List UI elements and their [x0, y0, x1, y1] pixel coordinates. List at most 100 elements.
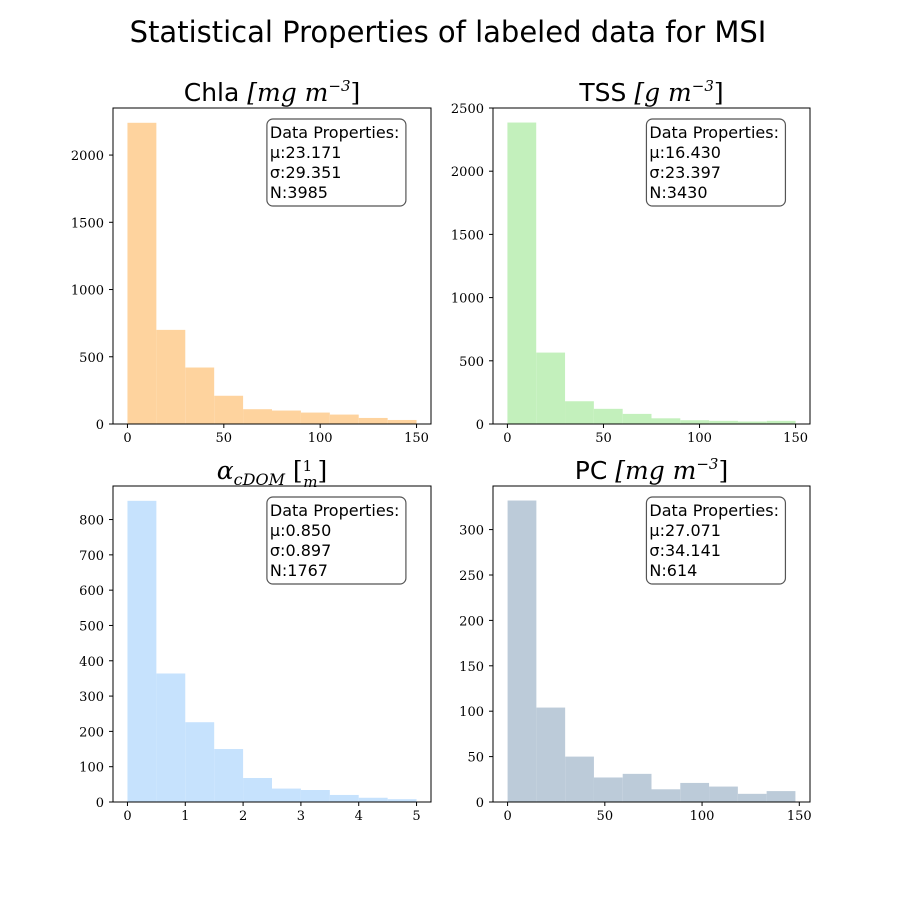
histogram-bar	[127, 500, 157, 802]
x-tick-label: 2	[239, 809, 247, 824]
x-tick-label: 50	[597, 809, 614, 824]
data-properties-heading: Data Properties:	[649, 501, 779, 520]
histogram-bar	[387, 419, 417, 424]
y-tick-label: 100	[459, 705, 484, 720]
y-tick-label: 300	[459, 524, 484, 539]
axes-frame	[492, 107, 811, 425]
subplot-pc: 0 50 100 150 0 50 100 150 200 250 300 PC [mg m−3] Da…	[459, 455, 812, 824]
histogram-bar	[680, 782, 710, 802]
y-tick-label: 1000	[451, 292, 484, 307]
y-tick-label: 700	[79, 549, 104, 564]
x-tick-label: 0	[503, 431, 511, 446]
histogram-bar	[214, 395, 244, 424]
legend-frame	[645, 118, 787, 207]
y-tick-label: 0	[96, 418, 104, 433]
histogram-bar	[329, 794, 359, 802]
legend-frame	[266, 496, 407, 585]
histogram-bar	[651, 789, 681, 802]
histogram-bar	[766, 420, 796, 424]
histogram-bar	[565, 401, 594, 424]
axes-frame	[112, 107, 432, 425]
title-unit: [mg m	[615, 456, 696, 485]
y-tick-label: 500	[79, 351, 104, 366]
y-tick-label: 2000	[71, 149, 104, 164]
std-value: σ:34.141	[649, 541, 721, 560]
y-tick-label: 200	[79, 725, 104, 740]
y-tick-label: 400	[79, 655, 104, 670]
legend-frame	[645, 496, 787, 585]
histogram-bar	[593, 408, 623, 424]
y-tick-label: 800	[79, 514, 104, 529]
x-tick-label: 150	[404, 431, 429, 446]
subplot-title: PC [mg m−3]	[575, 455, 729, 485]
histogram-bar	[156, 673, 186, 802]
histogram-bar	[737, 793, 767, 802]
y-tick-label: 500	[79, 619, 104, 634]
x-tick-label: 4	[355, 809, 363, 824]
subplot-title: αcDOM [1 m]	[217, 456, 327, 491]
histogram-bar	[507, 500, 537, 802]
title-unit: [g m	[634, 78, 691, 107]
x-tick-label: 50	[595, 431, 612, 446]
axes-frame	[492, 485, 811, 803]
histogram-bar	[709, 420, 738, 424]
histogram-bar	[329, 414, 359, 424]
data-properties-heading: Data Properties:	[649, 123, 779, 142]
title-exponent: −3	[692, 77, 714, 95]
title-bracket: ]	[317, 456, 327, 485]
y-tick-label: 1000	[71, 284, 104, 299]
legend-frame	[266, 118, 407, 207]
data-properties-heading: Data Properties:	[270, 501, 400, 520]
mean-value: μ:16.430	[649, 143, 721, 162]
y-tick-label: 1500	[451, 228, 484, 243]
y-tick-label: 250	[459, 569, 484, 584]
histogram-bar	[185, 722, 215, 802]
x-tick-label: 3	[297, 809, 305, 824]
title-subscript: cDOM	[234, 470, 286, 489]
histogram-bar	[243, 409, 272, 424]
subplot-title: TSS [g m−3]	[578, 77, 723, 107]
histogram-bar	[622, 773, 652, 802]
y-tick-label: 50	[467, 751, 484, 766]
histogram-bar	[358, 797, 388, 802]
histogram-bar	[272, 788, 301, 802]
title-variable: PC	[575, 456, 615, 485]
histogram-bar	[507, 122, 537, 424]
axes-frame	[112, 485, 432, 803]
y-tick-label: 0	[476, 796, 484, 811]
histogram-bar	[358, 417, 388, 424]
histogram-bar	[593, 777, 623, 802]
figure-title: Statistical Properties of labeled data f…	[130, 15, 767, 49]
count-value: N:1767	[270, 561, 328, 580]
histogram-bar	[536, 707, 566, 802]
title-exponent: −3	[696, 455, 718, 473]
y-tick-label: 100	[79, 761, 104, 776]
title-bracket: ]	[714, 78, 724, 107]
std-value: σ:23.397	[649, 163, 721, 182]
title-bracket: ]	[718, 456, 728, 485]
x-tick-label: 100	[308, 431, 333, 446]
histogram-bar	[127, 122, 157, 424]
title-variable: TSS	[578, 78, 634, 107]
histogram-bar	[565, 756, 594, 802]
count-value: N:614	[649, 561, 697, 580]
std-value: σ:29.351	[270, 163, 342, 182]
count-value: N:3985	[270, 183, 328, 202]
title-bracket: [	[285, 456, 303, 485]
x-tick-label: 1	[181, 809, 189, 824]
y-tick-label: 1500	[71, 216, 104, 231]
subplot-title: Chla [mg m−3]	[184, 77, 361, 107]
histogram-bar	[680, 420, 710, 424]
histogram-bar	[766, 791, 796, 802]
title-unit: [mg m	[247, 78, 328, 107]
x-tick-label: 0	[123, 809, 131, 824]
histogram-bar	[709, 786, 738, 802]
data-properties-heading: Data Properties:	[270, 123, 400, 142]
histogram-bar	[185, 367, 215, 424]
x-tick-label: 150	[783, 431, 808, 446]
